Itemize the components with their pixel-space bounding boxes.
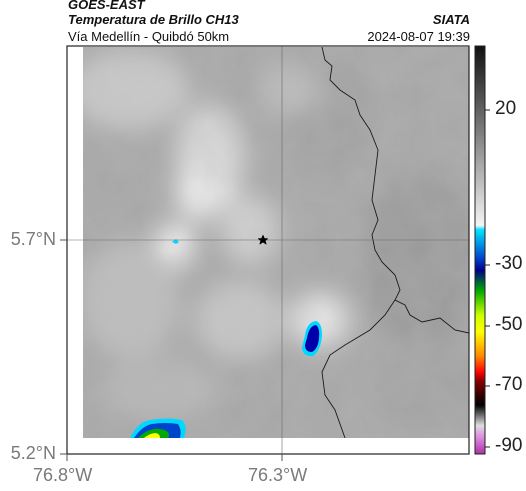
colorbar-tick-label: -50: [495, 314, 523, 335]
map-area: [60, 45, 470, 461]
boundary-line: [321, 47, 469, 438]
lat-tick-label: 5.7°N: [10, 229, 56, 249]
cold-cloud-east: [302, 321, 322, 357]
colorbar: [474, 45, 490, 455]
product-title: Temperatura de Brillo CH13: [68, 12, 239, 27]
satellite-title: GOES-EAST: [68, 0, 145, 12]
datetime-label: 2024-08-07 19:39: [367, 29, 470, 44]
colorbar-tick-label: -90: [495, 435, 523, 456]
lon-tick-label: 76.3°W: [248, 465, 308, 485]
colorbar-tick-label: -30: [495, 253, 523, 274]
lon-tick-label: 76.8°W: [33, 465, 93, 485]
organization-label: SIATA: [432, 12, 470, 27]
colorbar-tick-label: -70: [495, 374, 523, 395]
star-icon: [257, 234, 269, 245]
lat-tick-label: 5.2°N: [10, 443, 56, 463]
region-label: Vía Medellín - Quibdó 50km: [68, 29, 230, 44]
colorbar-tick-label: 20: [495, 98, 517, 119]
cold-cloud-south: [130, 418, 186, 438]
